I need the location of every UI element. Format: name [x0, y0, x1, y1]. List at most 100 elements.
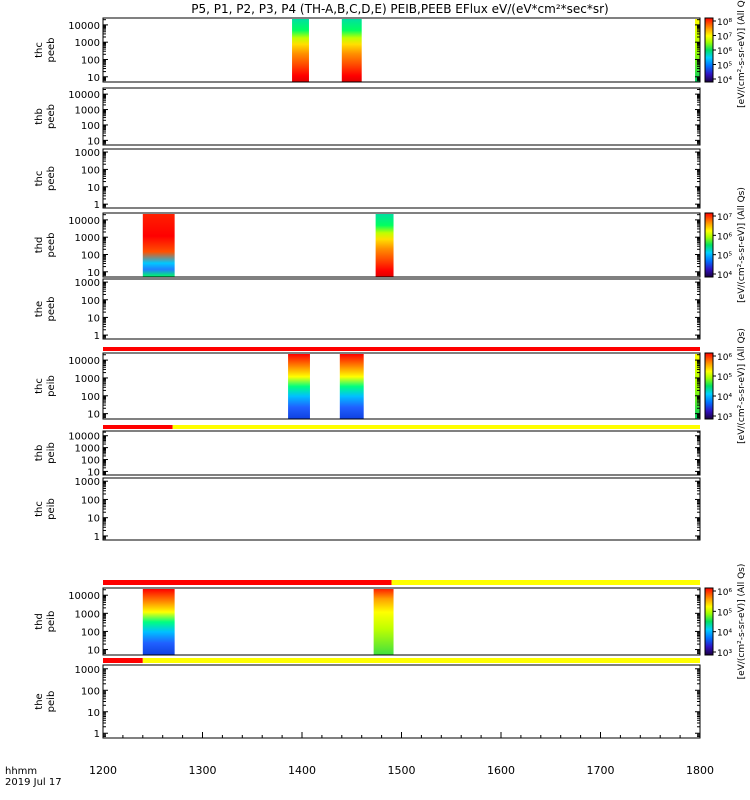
x-tick-label: 1600: [487, 764, 515, 777]
panel-9: 10000 1000 100 10 thd peib: [34, 580, 701, 657]
x-axis-label-date: 2019 Jul 17: [5, 777, 62, 788]
panel-label-product: peeb: [46, 104, 57, 129]
y-tick-label: 1: [94, 729, 100, 740]
colorbar-tick-label: 10³: [717, 413, 732, 423]
colorbar-tick-label: 10⁴: [717, 393, 732, 403]
panel-label-product: peib: [46, 611, 57, 633]
colorbar-tick-label: 10⁷: [717, 33, 732, 43]
colorbar-gradient: [704, 17, 714, 83]
y-tick-label: 1000: [75, 278, 100, 289]
panel-3: 1000 100 10 1 thc peeb: [34, 148, 701, 211]
y-tick-label: 100: [81, 296, 100, 307]
y-tick-label: 10000: [68, 432, 100, 443]
panel-frame-6: [102, 352, 701, 420]
colorbar-tick-label: 10⁵: [717, 373, 732, 383]
panel-frame-10: [102, 664, 701, 739]
y-tick-label: 10: [87, 708, 100, 719]
colorbar-layer: 10⁸ 10⁷ 10⁶ 10⁵ 10⁴ [eV/(cm²-s-sr-eV)] (All Q…: [704, 0, 747, 679]
panel-label-probe: thc: [34, 378, 45, 394]
panel-frame-1: [102, 17, 701, 83]
panel-frame-5: [102, 278, 701, 340]
status-bar-segment-10-1: [103, 658, 143, 663]
colorbar-tick-label: 10⁶: [717, 588, 732, 598]
y-tick-label: 10000: [68, 591, 100, 602]
y-tick-label: 100: [81, 121, 100, 132]
y-tick-label: 1000: [75, 148, 100, 159]
x-tick-label: 1800: [686, 764, 714, 777]
y-tick-label: 100: [81, 686, 100, 697]
colorbar-tick-label: 10⁵: [717, 252, 732, 262]
panel-frame-3: [102, 148, 701, 209]
status-bar-segment-7-1: [103, 425, 173, 429]
spectrogram-block-1-3: [695, 19, 700, 82]
status-bar-segment-9-2: [391, 580, 700, 585]
panel-label-product: peeb: [46, 166, 57, 191]
panel-frame-9: [102, 587, 701, 656]
spectrogram-block-6-2: [339, 354, 364, 419]
y-tick-label: 10: [87, 514, 100, 525]
colorbar-tick-label: 10³: [717, 649, 732, 659]
y-tick-label: 10: [87, 136, 100, 147]
spectrogram-block-6-3: [695, 354, 700, 419]
panel-5: 1000 100 10 1 the peeb: [34, 278, 701, 342]
colorbar-unit-label: [eV/(cm²-s-sr-eV)] (All Qs): [737, 0, 747, 108]
y-tick-label: 10000: [68, 21, 100, 32]
colorbar-cb4: 10⁶ 10⁵ 10⁴ 10³ [eV/(cm²-s-sr-eV)] (All Qs): [704, 564, 747, 679]
spectrogram-block-6-1: [288, 354, 310, 419]
colorbar-tick-label: 10⁶: [717, 47, 732, 57]
y-tick-label: 100: [81, 55, 100, 66]
y-tick-label: 1: [94, 532, 100, 543]
y-tick-label: 10000: [68, 216, 100, 227]
y-tick-label: 100: [81, 392, 100, 403]
spectrogram-block-9-1: [142, 589, 175, 655]
x-tick-label: 1200: [89, 764, 117, 777]
spectrogram-block-4-2: [375, 214, 394, 277]
y-tick-label: 100: [81, 250, 100, 261]
y-tick-label: 10: [87, 183, 100, 194]
y-tick-label: 1000: [75, 665, 100, 676]
panel-frame-7: [102, 430, 701, 476]
panel-label-probe: thd: [34, 613, 45, 630]
y-tick-label: 10: [87, 313, 100, 324]
y-tick-label: 10: [87, 646, 100, 657]
x-tick-label: 1300: [189, 764, 217, 777]
panel-label-product: peib: [46, 442, 57, 464]
colorbar-tick-label: 10⁸: [717, 18, 732, 28]
panel-label-probe: thc: [34, 171, 45, 187]
colorbar-unit-label: [eV/(cm²-s-sr-eV)] (All Qs): [737, 328, 747, 444]
panel-label-probe: the: [34, 301, 45, 317]
y-tick-label: 10: [87, 73, 100, 84]
colorbar-tick-label: 10⁴: [717, 629, 732, 639]
y-tick-label: 1000: [75, 374, 100, 385]
colorbar-tick-label: 10⁴: [717, 271, 732, 281]
panel-label-probe: thc: [34, 42, 45, 58]
panel-4: 10000 1000 100 10 thd peeb: [34, 212, 701, 279]
x-tick-label: 1500: [388, 764, 416, 777]
y-tick-label: 100: [81, 456, 100, 467]
colorbar-unit-label: [eV/(cm²-s-sr-eV)] (All Qs): [737, 187, 747, 303]
y-tick-label: 1000: [75, 609, 100, 620]
colorbar-tick-label: 10⁶: [717, 232, 732, 242]
spectrogram-block-1-1: [292, 19, 309, 82]
y-tick-label: 1000: [75, 106, 100, 117]
panel-label-probe: the: [34, 693, 45, 709]
colorbar-cb3: 10⁶ 10⁵ 10⁴ 10³ [eV/(cm²-s-sr-eV)] (All Qs): [704, 328, 747, 444]
chart-title: P5, P1, P2, P3, P4 (TH-A,B,C,D,E) PEIB,P…: [191, 2, 608, 16]
colorbar-cb2: 10⁷ 10⁶ 10⁵ 10⁴ [eV/(cm²-s-sr-eV)] (All Qs): [704, 187, 747, 303]
spectrogram-block-4-1: [142, 214, 175, 277]
y-tick-label: 10: [87, 410, 100, 421]
panel-frame-8: [102, 477, 701, 541]
y-tick-label: 10: [87, 467, 100, 478]
colorbar-gradient: [704, 212, 714, 278]
colorbar-gradient: [704, 352, 714, 420]
colorbar-tick-label: 10⁵: [717, 62, 732, 72]
panel-label-probe: thc: [34, 501, 45, 517]
panel-label-probe: thb: [34, 108, 45, 125]
status-bar-segment-7-2: [172, 425, 700, 429]
y-tick-label: 1000: [75, 477, 100, 488]
y-tick-label: 1000: [75, 38, 100, 49]
panel-frame-4: [102, 212, 701, 278]
colorbar-gradient: [704, 587, 714, 656]
